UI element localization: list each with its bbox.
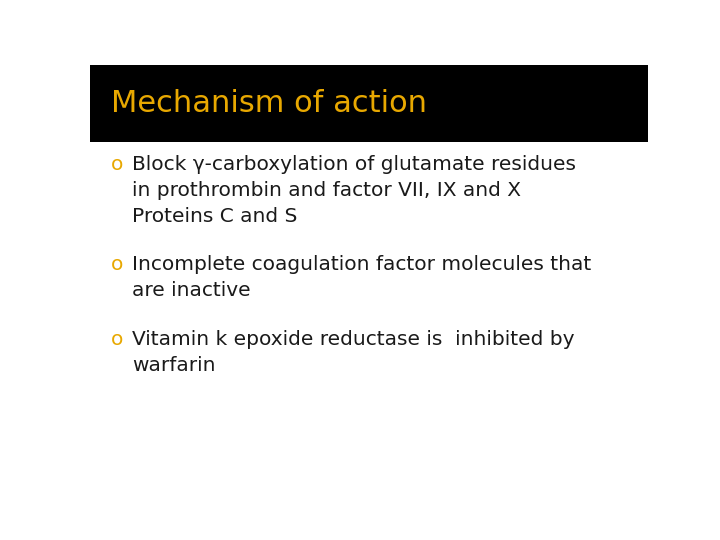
Text: Proteins C and S: Proteins C and S — [132, 207, 297, 226]
FancyBboxPatch shape — [90, 65, 648, 141]
Text: Block γ-carboxylation of glutamate residues: Block γ-carboxylation of glutamate resid… — [132, 155, 576, 174]
Text: warfarin: warfarin — [132, 355, 215, 375]
Text: are inactive: are inactive — [132, 281, 251, 300]
Text: in prothrombin and factor VII, IX and X: in prothrombin and factor VII, IX and X — [132, 181, 521, 200]
Text: Vitamin k epoxide reductase is  inhibited by: Vitamin k epoxide reductase is inhibited… — [132, 330, 575, 349]
Text: o: o — [111, 330, 124, 349]
Text: Mechanism of action: Mechanism of action — [111, 89, 427, 118]
Text: o: o — [111, 255, 124, 274]
Text: o: o — [111, 155, 124, 174]
Text: Incomplete coagulation factor molecules that: Incomplete coagulation factor molecules … — [132, 255, 591, 274]
